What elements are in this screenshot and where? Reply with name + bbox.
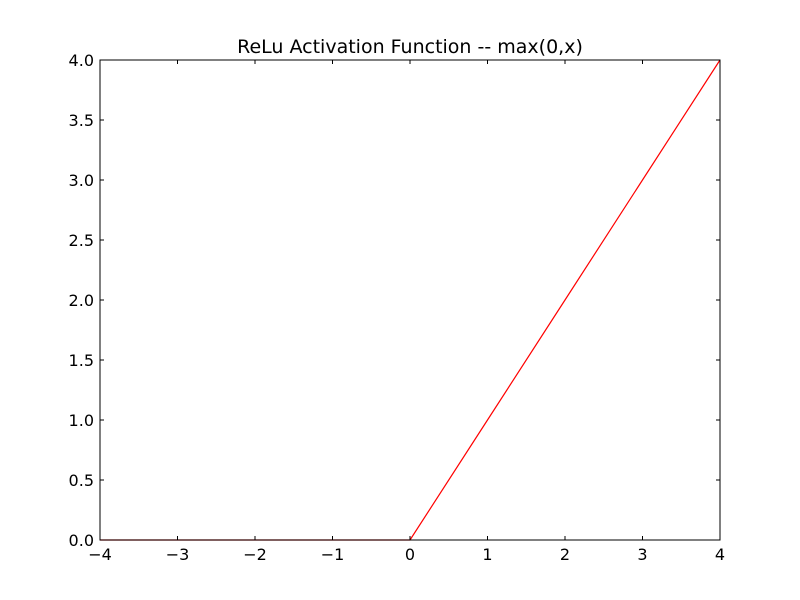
x-tick-label: 2 bbox=[560, 545, 570, 564]
x-tick-label: −2 bbox=[243, 545, 267, 564]
x-tick-label: −4 bbox=[88, 545, 112, 564]
x-tick-label: −3 bbox=[166, 545, 190, 564]
chart-title: ReLu Activation Function -- max(0,x) bbox=[237, 36, 583, 58]
plot-frame bbox=[99, 59, 721, 541]
y-tick-label: 3.0 bbox=[69, 171, 94, 190]
y-tick-label: 0.5 bbox=[69, 471, 94, 490]
y-tick-label: 0.0 bbox=[69, 531, 94, 550]
x-tick-label: 3 bbox=[637, 545, 647, 564]
y-tick-label: 2.5 bbox=[69, 231, 94, 250]
y-tick-label: 1.5 bbox=[69, 351, 94, 370]
y-tick-label: 1.0 bbox=[69, 411, 94, 430]
y-tick-label: 2.0 bbox=[69, 291, 94, 310]
x-tick-label: −1 bbox=[321, 545, 345, 564]
y-tick-label: 4.0 bbox=[69, 51, 94, 70]
x-tick-label: 0 bbox=[405, 545, 415, 564]
x-tick-label: 4 bbox=[715, 545, 725, 564]
x-tick-label: 1 bbox=[482, 545, 492, 564]
y-tick-label: 3.5 bbox=[69, 111, 94, 130]
